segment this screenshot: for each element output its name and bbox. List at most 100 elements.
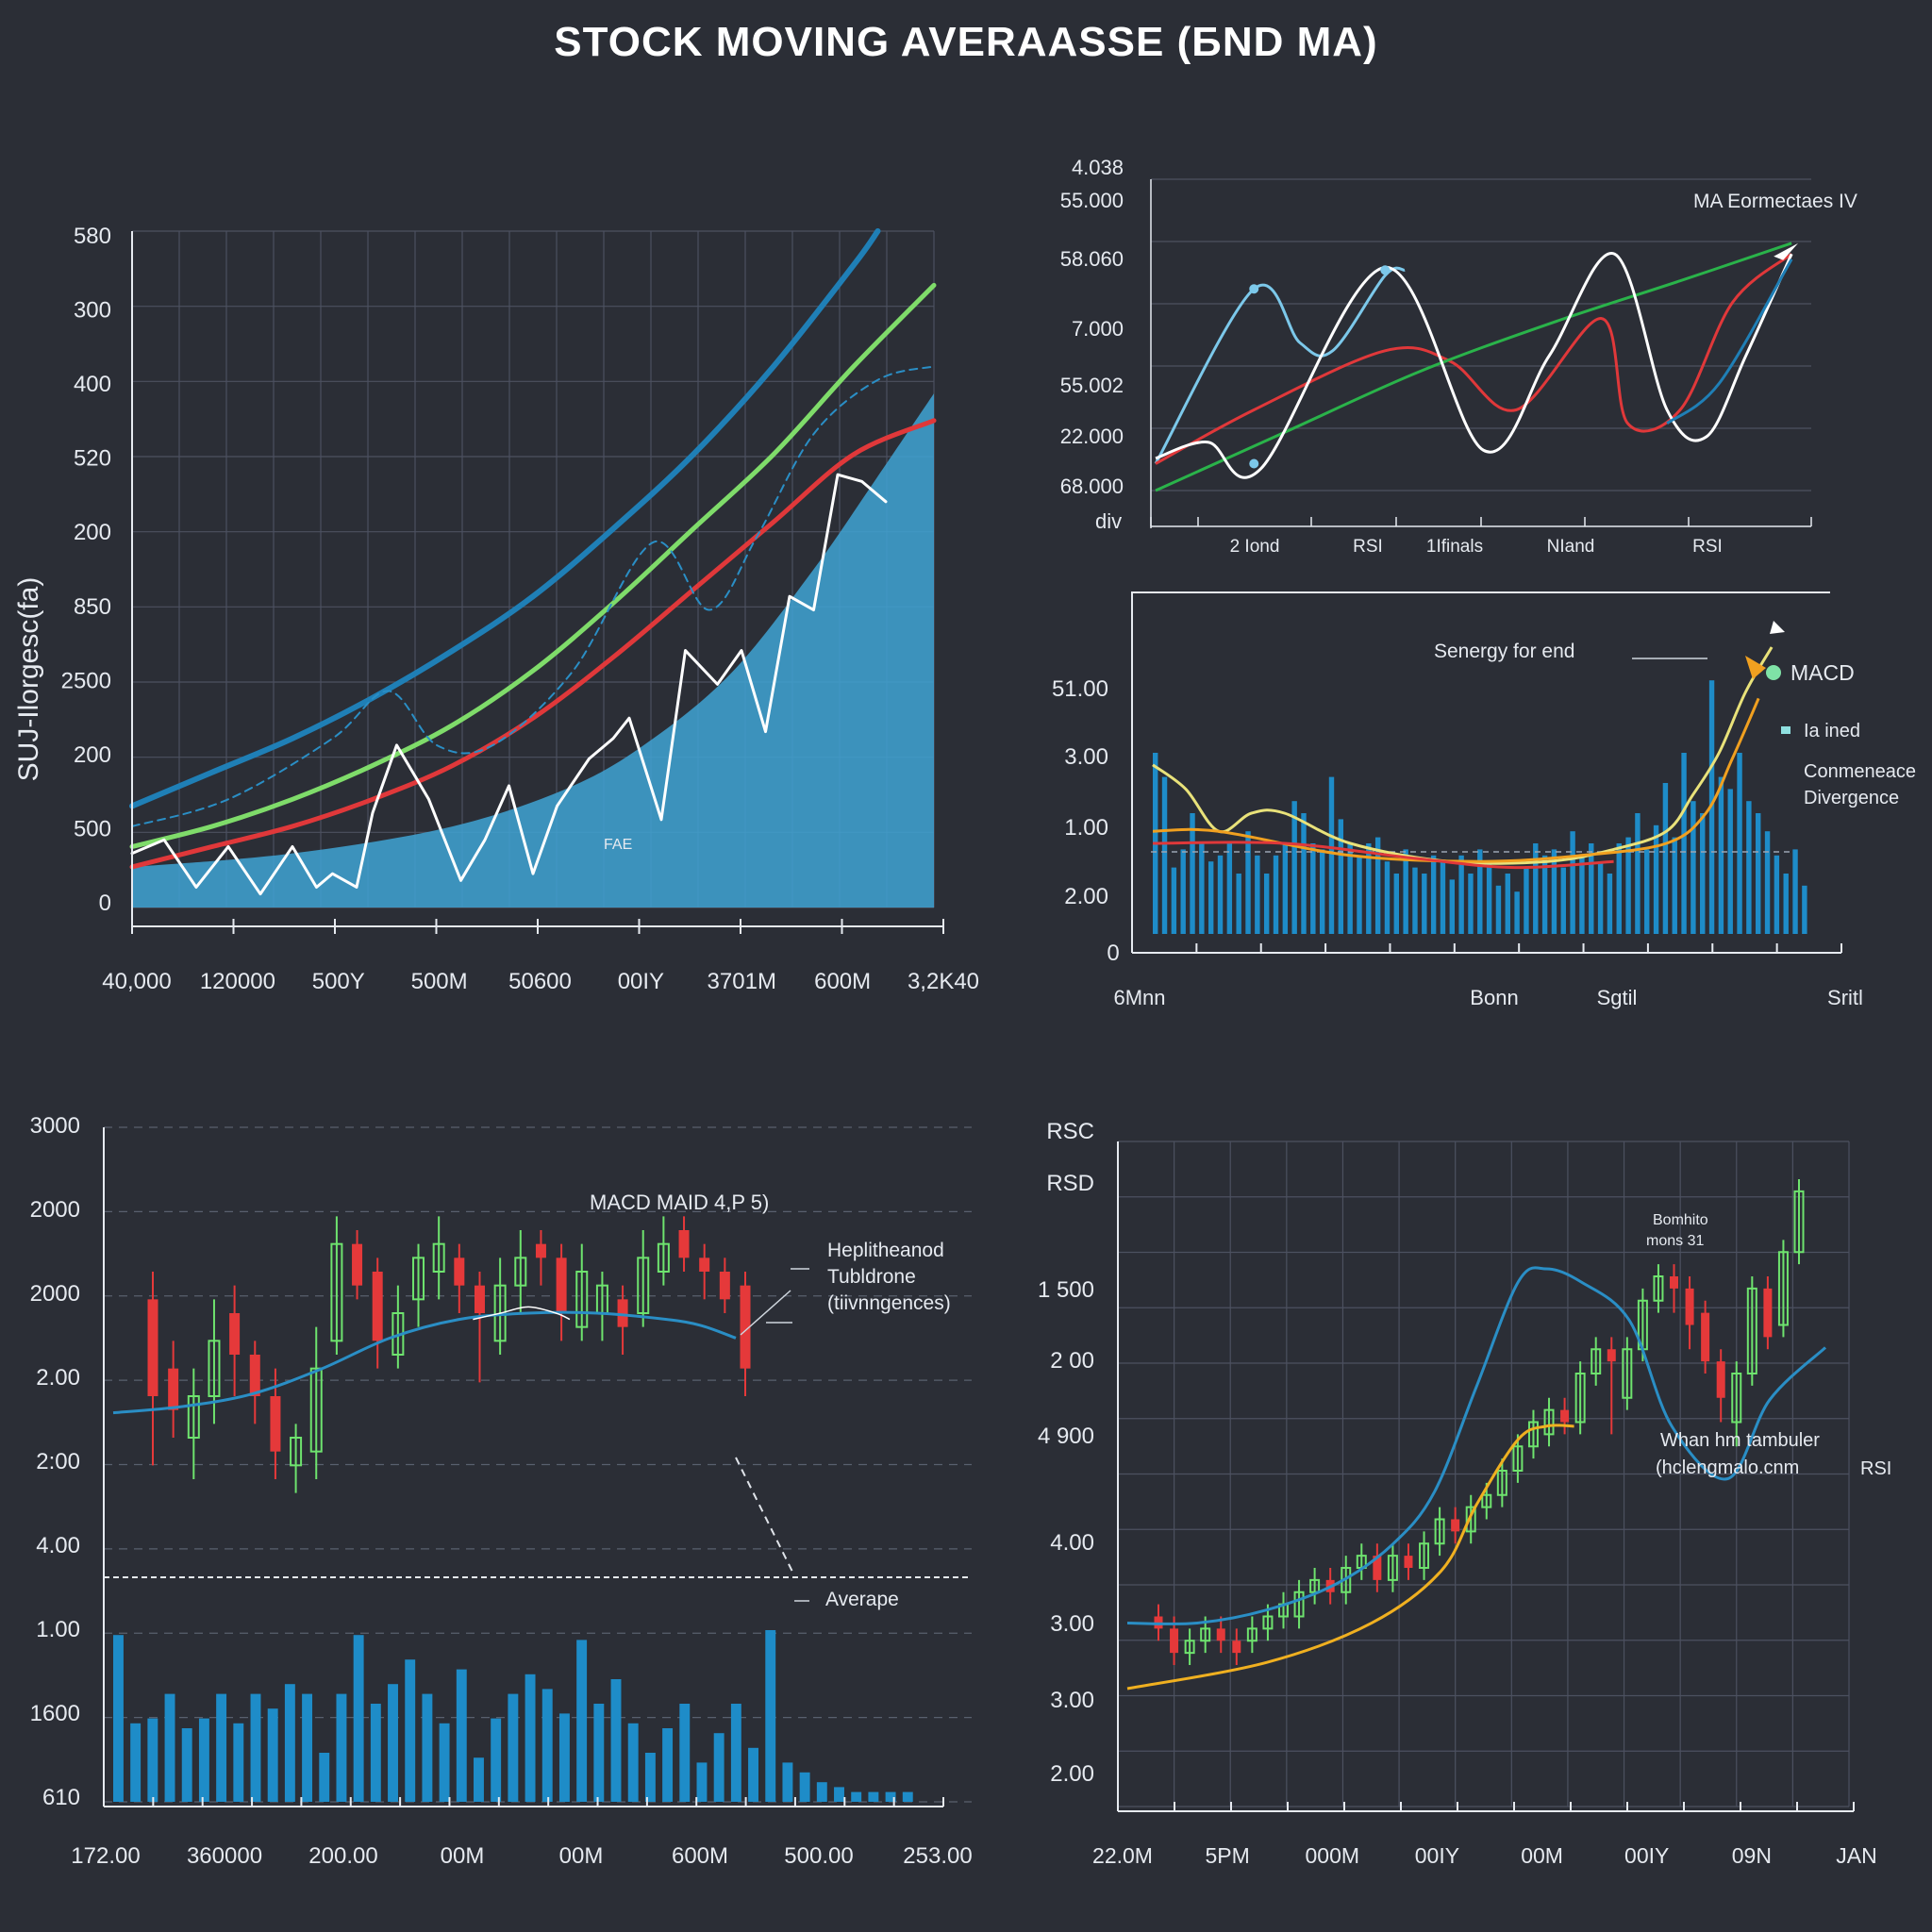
series-blue-ma (112, 1310, 737, 1415)
annotation-whan: Whan hm tambuler (1660, 1430, 1820, 1451)
y-tick-label: div (1095, 509, 1122, 533)
ma-right-chart: 4.038 55.000 58.060 7.000 55.002 22.000 68.000… (1060, 156, 1857, 557)
macd-histogram-chart: 51.00 3.00 1.00 2.00 0 6Mnn Bonn Sgtil Sritl Se… (1052, 591, 1916, 1009)
series-green-ma (129, 282, 937, 849)
legend-ma: MA Eormectaes IV (1693, 191, 1857, 212)
x-tick-label: 600M (672, 1843, 728, 1869)
y-tick-label: 2 00 (1050, 1348, 1094, 1374)
volume-bar (885, 1791, 896, 1802)
candle-down (147, 1299, 158, 1396)
candle-up (208, 1340, 221, 1397)
volume-bar (730, 1704, 741, 1802)
volume-bar (302, 1693, 313, 1802)
x-tick-label: 120000 (200, 969, 275, 994)
y-tick-label: 200 (74, 742, 111, 768)
y-tick-label: 400 (74, 372, 111, 397)
candle-up (1622, 1348, 1633, 1399)
arrowhead (1745, 656, 1766, 679)
volume-bar (491, 1718, 502, 1802)
volume-bar (113, 1635, 124, 1802)
histogram-bar (1366, 843, 1372, 934)
main-title: STOCK MOVING AVERAASSE (ƂND MA) (554, 19, 1378, 65)
series-dashed-blue (131, 365, 935, 827)
candle-down (1670, 1276, 1679, 1289)
x-tick-label: 00M (441, 1843, 485, 1869)
y-axis: 580 300 400 520 200 850 2500 200 500 0 (61, 224, 133, 926)
histogram-bar (1449, 879, 1455, 934)
candle-down (1216, 1628, 1225, 1641)
volume-bar (576, 1640, 588, 1802)
candle-up (1777, 1251, 1789, 1326)
candle-down (352, 1243, 363, 1286)
x-tick-label: 00IY (1624, 1843, 1669, 1868)
x-tick-label: 253.00 (903, 1843, 972, 1869)
volume-bar (834, 1787, 844, 1802)
candle-down (1451, 1519, 1460, 1532)
candle-up (1309, 1578, 1321, 1593)
histogram-bar (1597, 861, 1604, 934)
series-lines (129, 228, 937, 896)
candle-down (1170, 1628, 1179, 1654)
y-tick-label: 3000 (30, 1113, 80, 1139)
candle-down (1763, 1288, 1773, 1338)
histogram-bar (1347, 843, 1353, 934)
volume-bar (679, 1704, 691, 1802)
histogram-bar (1319, 849, 1325, 934)
volume-bar (627, 1723, 639, 1802)
histogram-bar (1440, 861, 1446, 934)
x-tick-label: 000M (1306, 1843, 1360, 1868)
x-tick-label: Sritl (1827, 986, 1863, 1009)
histogram-bar (1226, 843, 1233, 934)
histogram-bar (1662, 783, 1669, 934)
histogram-bar (1746, 801, 1752, 934)
histogram-bar (1644, 849, 1650, 934)
candle-up (1591, 1348, 1602, 1374)
x-tick-label: 172.00 (71, 1843, 140, 1869)
volume-bar (541, 1689, 553, 1802)
histogram-bar (1412, 867, 1418, 934)
candle-up (1543, 1408, 1555, 1436)
x-tick-label: 09N (1732, 1843, 1772, 1868)
candle-up (1465, 1506, 1476, 1533)
candle-up (1574, 1373, 1586, 1424)
x-tick-label: 2 Iond (1230, 537, 1280, 557)
candle-up (1746, 1287, 1757, 1374)
x-tick-label: 5PM (1205, 1843, 1249, 1868)
volume-bar (765, 1630, 776, 1802)
annotation-bomhito: Bomhito (1653, 1212, 1708, 1228)
y-tick-label: 2000 (30, 1197, 80, 1223)
candle-down (229, 1313, 241, 1355)
blue-area (132, 393, 934, 908)
annotation-senergy: Senergy for end (1434, 641, 1574, 662)
volume-bar (799, 1772, 810, 1802)
candle-down (535, 1243, 546, 1258)
candle-up (1793, 1190, 1805, 1254)
candle-up (575, 1271, 589, 1328)
series-orange-line (1152, 697, 1760, 863)
y-tick-label: 300 (74, 298, 111, 324)
histogram-bar (1533, 843, 1539, 934)
histogram-bar (1616, 843, 1622, 934)
volume-bar (851, 1791, 862, 1802)
x-tick-label: 50600 (508, 969, 572, 994)
volume-bar (388, 1684, 398, 1802)
annotation-tiivnngences: (tiivnngences) (827, 1292, 951, 1314)
x-tick-label: 40,000 (102, 969, 171, 994)
y-tick-label: 3.00 (1050, 1688, 1094, 1713)
y-tick-label: 4.038 (1072, 156, 1124, 179)
volume-bar (370, 1704, 381, 1802)
volume-bar (816, 1782, 827, 1802)
candle-up (1527, 1421, 1539, 1448)
legend-macd: MACD (1790, 660, 1855, 685)
histogram-bar (1245, 831, 1251, 934)
x-tick-label: 00M (559, 1843, 604, 1869)
x-tick-label: RSI (1692, 537, 1723, 557)
y-tick-label: 610 (42, 1785, 80, 1810)
volume-bar (284, 1684, 295, 1802)
x-tick-label: Sgtil (1597, 986, 1638, 1009)
y-tick-label: 4 900 (1038, 1424, 1094, 1449)
histogram-bar (1255, 855, 1260, 934)
histogram-bar (1792, 849, 1798, 934)
histogram-bar (1384, 861, 1391, 934)
arrowhead (1770, 621, 1785, 634)
